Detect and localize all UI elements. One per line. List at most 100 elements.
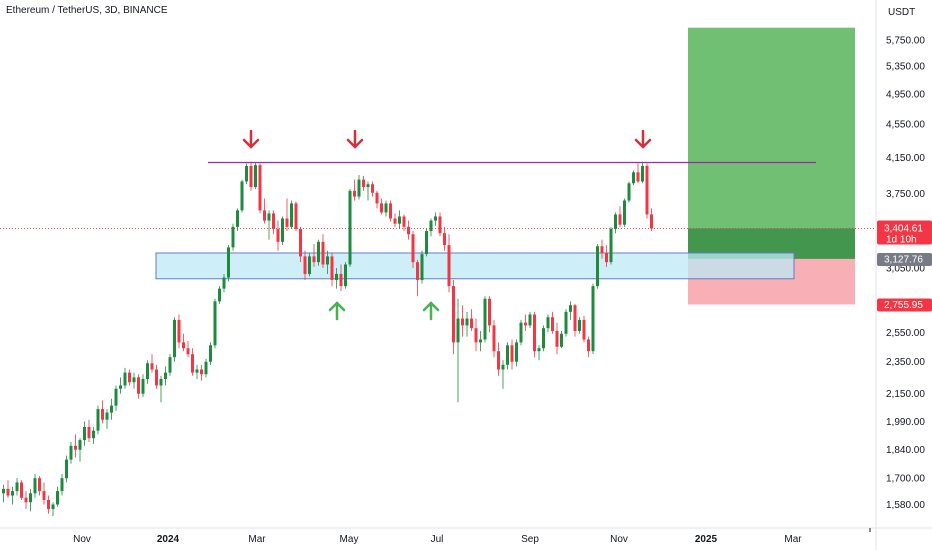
candle-body <box>285 218 289 227</box>
time-tick-label: Mar <box>784 534 802 545</box>
candle-body <box>294 203 298 229</box>
candle-body <box>398 216 401 224</box>
candle-body <box>596 246 599 287</box>
candle-body <box>452 286 455 343</box>
candle-body <box>321 241 325 265</box>
price-tick-label: 2,550.00 <box>886 328 925 339</box>
candle-body <box>276 228 280 242</box>
candle-body <box>560 333 563 347</box>
candle-body <box>510 345 514 362</box>
candle-body <box>546 317 550 329</box>
support-zone[interactable] <box>155 252 795 280</box>
candle-body <box>128 372 131 383</box>
candle-body <box>303 256 307 274</box>
candle-body <box>564 311 568 334</box>
candle-body <box>636 172 640 182</box>
candle-body <box>443 233 446 246</box>
target-zone[interactable] <box>688 27 855 229</box>
candle-body <box>420 254 424 280</box>
price-tick-label: 3,050.00 <box>886 263 925 274</box>
candle-body <box>20 482 23 498</box>
candle-body <box>182 342 185 349</box>
candle-body <box>186 348 190 355</box>
price-tick-label: 1,580.00 <box>886 500 925 511</box>
candle-body <box>506 345 509 365</box>
candle-body <box>299 228 302 257</box>
candle-body <box>569 305 572 312</box>
time-tick-label: Nov <box>73 534 91 545</box>
candle-body <box>56 491 59 505</box>
candle-body <box>200 369 203 375</box>
last-price-badge <box>877 220 932 245</box>
candle-body <box>632 172 635 184</box>
time-tick-label: Jul <box>431 534 444 545</box>
candle-body <box>312 256 316 263</box>
candle-body <box>78 440 82 450</box>
candle-body <box>222 277 226 289</box>
candle-body <box>339 273 343 287</box>
price-tick-label: 4,150.00 <box>886 153 925 164</box>
candle-body <box>375 192 379 204</box>
countdown-value: 1d 10h <box>886 234 917 245</box>
candle-body <box>389 203 392 219</box>
candle-body <box>501 364 505 370</box>
up-arrow-icon <box>328 301 346 321</box>
candle-body <box>488 298 491 326</box>
candle-body <box>38 478 41 492</box>
candle-body <box>227 247 230 278</box>
price-tick-label: 3,750.00 <box>886 189 925 200</box>
candle-body <box>618 214 622 225</box>
candle-body <box>231 226 235 248</box>
stop-price-badge <box>877 298 932 312</box>
candle-body <box>249 166 253 188</box>
candle-body <box>353 190 356 197</box>
candle-body <box>326 256 329 265</box>
time-tick-label: May <box>340 534 359 545</box>
candle-body <box>110 405 113 413</box>
candle-body <box>371 184 374 193</box>
candle-body <box>65 459 68 479</box>
price-tick-label: 5,350.00 <box>886 61 925 72</box>
candle-body <box>645 166 649 215</box>
down-arrow-icon <box>242 129 260 149</box>
candle-body <box>281 218 284 242</box>
price-tick-label: 2,150.00 <box>886 389 925 400</box>
candle-body <box>456 318 460 343</box>
candle-body <box>533 314 536 352</box>
entry-price-badge <box>877 252 932 266</box>
price-tick-label: 4,550.00 <box>886 120 925 131</box>
candle-body <box>263 210 266 221</box>
candle-body <box>650 214 653 229</box>
candle-body <box>317 241 320 263</box>
candle-body <box>92 430 95 439</box>
candle-body <box>258 165 262 211</box>
candle-body <box>74 445 77 450</box>
candle-body <box>474 328 478 343</box>
candle-body <box>245 166 248 182</box>
candle-body <box>614 214 617 229</box>
candle-body <box>173 319 176 358</box>
time-tick-label: Sep <box>521 534 539 545</box>
candle-body <box>434 216 437 221</box>
down-arrow-icon <box>634 129 652 149</box>
candle-body <box>582 319 586 340</box>
candle-body <box>429 220 433 232</box>
candle-body <box>60 478 64 492</box>
candle-body <box>537 348 541 352</box>
stop-price-value: 2,755.95 <box>884 300 923 311</box>
candle-body <box>407 226 410 235</box>
candle-body <box>209 345 212 362</box>
candle-body <box>96 409 100 431</box>
candle-body <box>330 256 334 280</box>
time-tick-label: 2024 <box>157 534 180 545</box>
down-arrow-icon <box>346 129 364 149</box>
candle-body <box>146 363 149 379</box>
candle-body <box>425 231 428 255</box>
candle-body <box>380 203 383 213</box>
price-tick-label: 2,350.00 <box>886 357 925 368</box>
candle-body <box>119 385 122 389</box>
price-tick-label: 1,840.00 <box>886 445 925 456</box>
candle-body <box>15 482 19 492</box>
candle-body <box>204 361 208 375</box>
